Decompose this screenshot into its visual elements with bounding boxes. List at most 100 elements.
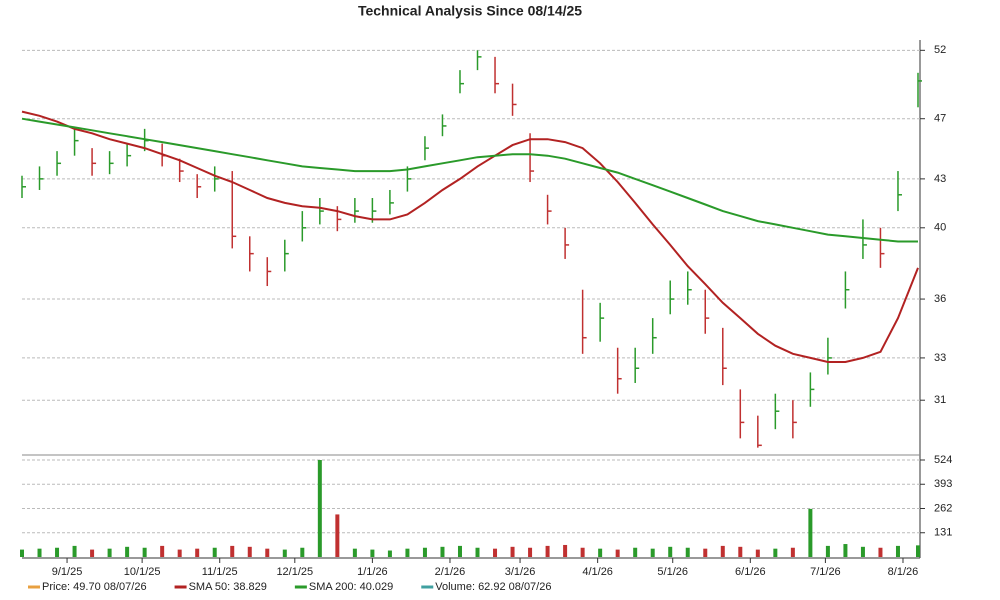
x-tick-label: 12/1/25 bbox=[276, 566, 313, 578]
price-bar bbox=[459, 70, 464, 94]
volume-bar bbox=[633, 547, 638, 557]
price-bar bbox=[897, 171, 902, 212]
price-bar bbox=[38, 166, 44, 190]
price-bar bbox=[616, 347, 622, 394]
volume-bar bbox=[668, 546, 673, 557]
price-bar bbox=[581, 289, 587, 354]
price-bar bbox=[21, 175, 26, 199]
volume-bar bbox=[615, 549, 620, 557]
volume-bar bbox=[843, 544, 848, 557]
volume-bar bbox=[895, 545, 900, 557]
x-tick-label: 9/1/25 bbox=[52, 566, 83, 578]
volume-bar bbox=[475, 547, 480, 557]
volume-bar bbox=[878, 547, 883, 557]
price-bar bbox=[511, 83, 517, 116]
x-tick-label: 6/1/26 bbox=[735, 566, 766, 578]
volume-bar bbox=[125, 546, 130, 557]
volume-bar bbox=[72, 545, 77, 557]
volume-bar bbox=[545, 545, 550, 557]
x-tick-label: 5/1/26 bbox=[657, 566, 688, 578]
price-bar bbox=[704, 289, 710, 334]
price-bar bbox=[266, 257, 272, 287]
volume-bar bbox=[510, 546, 515, 557]
price-bar bbox=[774, 393, 780, 430]
legend-label: Volume: 62.92 08/07/26 bbox=[435, 581, 551, 593]
volume-bar bbox=[387, 550, 392, 557]
volume-tick-label: 262 bbox=[934, 502, 952, 514]
volume-bar bbox=[160, 545, 165, 557]
price-bar bbox=[108, 151, 114, 175]
price-bar bbox=[406, 166, 412, 192]
volume-bar bbox=[107, 548, 112, 557]
legend-label: SMA 200: 40.029 bbox=[309, 581, 393, 593]
volume-bar bbox=[860, 546, 865, 557]
price-bar bbox=[476, 50, 482, 71]
volume-bar bbox=[563, 544, 568, 557]
volume-bar bbox=[265, 548, 270, 557]
price-bar bbox=[722, 327, 727, 386]
volume-bar bbox=[142, 547, 147, 557]
volume-bar bbox=[755, 549, 760, 557]
price-bar bbox=[757, 415, 762, 448]
volume-bar bbox=[493, 548, 498, 557]
price-bar bbox=[546, 194, 552, 225]
price-bar bbox=[739, 389, 745, 439]
price-bar bbox=[73, 128, 79, 156]
volume-tick-label: 524 bbox=[934, 454, 952, 466]
legend-label: Price: 49.70 08/07/26 bbox=[42, 581, 147, 593]
x-tick-label: 1/1/26 bbox=[357, 566, 388, 578]
volume-bar bbox=[808, 508, 813, 557]
price-bar bbox=[231, 171, 237, 249]
volume-bar bbox=[738, 546, 743, 557]
volume-bar bbox=[317, 460, 322, 557]
volume-bar bbox=[598, 548, 603, 557]
sma-line bbox=[21, 110, 919, 363]
price-bar bbox=[424, 136, 429, 161]
volume-bar bbox=[55, 547, 60, 557]
volume-bar bbox=[247, 546, 252, 557]
volume-bar bbox=[300, 547, 305, 557]
y-tick-label: 52 bbox=[934, 44, 946, 56]
volume-tick-label: 393 bbox=[934, 478, 952, 490]
price-bar bbox=[126, 143, 132, 167]
volume-bar bbox=[916, 545, 920, 557]
price-bar bbox=[634, 347, 640, 383]
price-bar bbox=[389, 189, 394, 215]
price-bar bbox=[249, 236, 254, 272]
volume-bar bbox=[528, 547, 533, 557]
volume-bar bbox=[580, 547, 585, 557]
price-bar bbox=[91, 148, 97, 176]
x-tick-label: 10/1/25 bbox=[124, 566, 161, 578]
volume-bar bbox=[790, 547, 795, 557]
y-tick-label: 31 bbox=[934, 394, 946, 406]
volume-tick-label: 131 bbox=[934, 527, 952, 539]
legend-label: SMA 50: 38.829 bbox=[189, 581, 267, 593]
price-bar bbox=[441, 114, 447, 137]
y-tick-label: 47 bbox=[934, 113, 946, 125]
x-tick-label: 2/1/26 bbox=[435, 566, 466, 578]
x-tick-label: 8/1/26 bbox=[888, 566, 919, 578]
price-bar bbox=[809, 372, 815, 407]
price-bar bbox=[917, 72, 922, 108]
volume-bar bbox=[405, 548, 410, 557]
price-bar bbox=[564, 227, 570, 259]
price-bar bbox=[669, 280, 675, 315]
volume-bar bbox=[440, 546, 445, 557]
volume-bar bbox=[230, 545, 235, 557]
price-bar bbox=[792, 400, 797, 439]
x-tick-label: 4/1/26 bbox=[582, 566, 613, 578]
price-bar bbox=[599, 302, 605, 342]
volume-bar bbox=[177, 549, 182, 557]
volume-bar bbox=[703, 548, 708, 557]
volume-bar bbox=[212, 547, 217, 557]
volume-bar bbox=[773, 548, 778, 557]
volume-bar bbox=[195, 548, 200, 557]
price-bar bbox=[213, 166, 219, 192]
volume-bar bbox=[720, 545, 725, 557]
price-bar bbox=[651, 318, 657, 354]
x-tick-label: 7/1/26 bbox=[810, 566, 841, 578]
price-bar bbox=[301, 211, 307, 242]
volume-bar bbox=[825, 545, 830, 557]
volume-bar bbox=[20, 549, 24, 557]
